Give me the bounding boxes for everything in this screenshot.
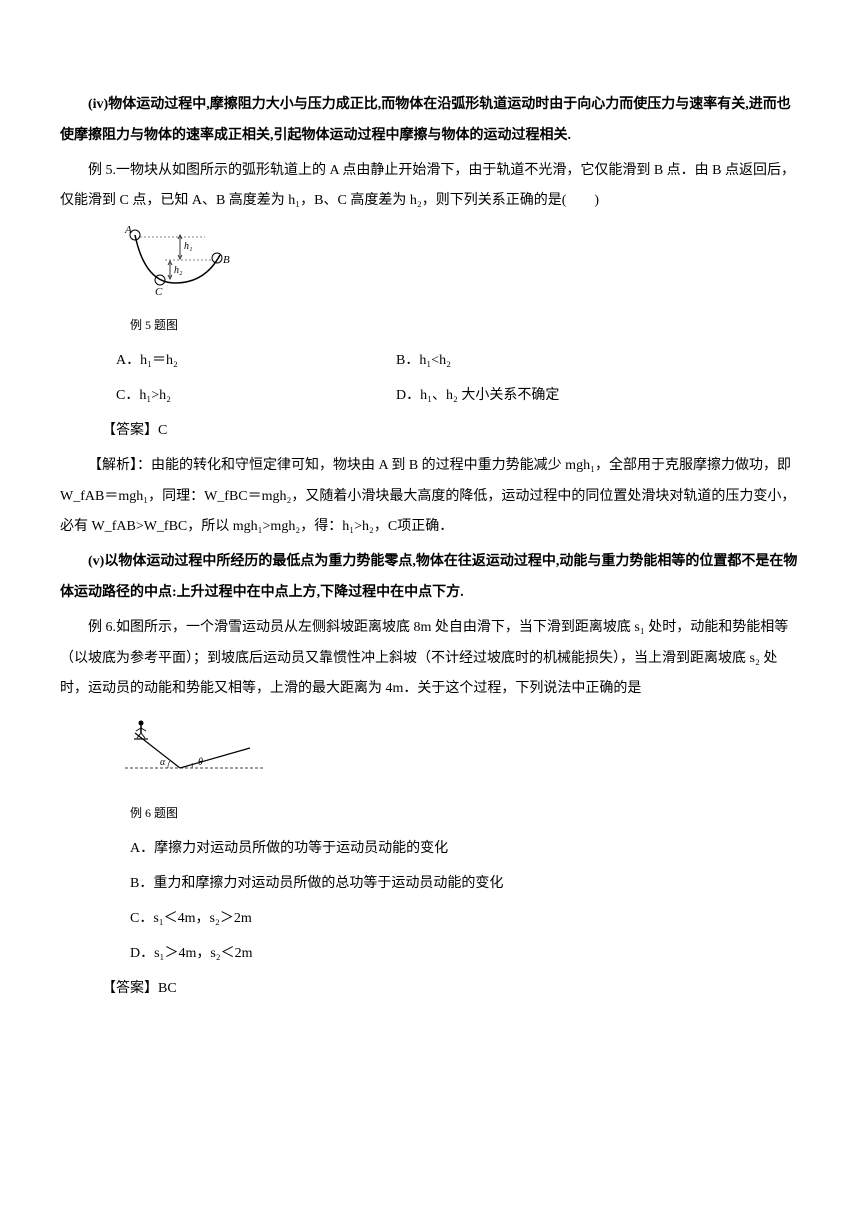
example5-text: 例 5.一物块从如图所示的弧形轨道上的 A 点由静止开始滑下，由于轨道不光滑，它… xyxy=(60,156,800,218)
example6-figure: α θ xyxy=(120,713,800,796)
svg-text:B: B xyxy=(223,254,230,266)
section-v-heading: (v)以物体运动过程中所经历的最低点为重力势能零点,物体在往返运动过程中,动能与… xyxy=(60,547,800,609)
example5-analysis: 【解析】：由能的转化和守恒定律可知，物块由 A 到 B 的过程中重力势能减少 m… xyxy=(60,451,800,543)
svg-text:h₂: h₂ xyxy=(174,265,183,276)
svg-text:θ: θ xyxy=(198,757,203,768)
answer-value: C xyxy=(158,423,167,438)
answer-label: 【答案】 xyxy=(102,423,158,438)
analysis-text: 由能的转化和守恒定律可知，物块由 A 到 B 的过程中重力势能减少 mgh₁，全… xyxy=(60,458,795,535)
example6-answer: 【答案】BC xyxy=(102,974,800,1005)
example6-option-d: D．s₁＞4m，s₂＜2m xyxy=(130,939,800,970)
example5-options-row2: C．h₁>h₂ D．h₁、h₂ 大小关系不确定 xyxy=(116,381,800,412)
example6-text: 例 6.如图所示，一个滑雪运动员从左侧斜坡距离坡底 8m 处自由滑下，当下滑到距… xyxy=(60,613,800,705)
example6-option-b: B．重力和摩擦力对运动员所做的总功等于运动员动能的变化 xyxy=(130,869,800,900)
section-iv-heading: (iv)物体运动过程中,摩擦阻力大小与压力成正比,而物体在沿弧形轨道运动时由于向… xyxy=(60,90,800,152)
example6-option-a: A．摩擦力对运动员所做的功等于运动员动能的变化 xyxy=(130,834,800,865)
svg-text:h₁: h₁ xyxy=(184,241,192,252)
example5-body: 一物块从如图所示的弧形轨道上的 A 点由静止开始滑下，由于轨道不光滑，它仅能滑到… xyxy=(60,163,795,209)
example5-options-row1: A．h₁＝h₂ B．h₁<h₂ xyxy=(116,346,800,377)
example5-option-b: B．h₁<h₂ xyxy=(396,346,800,377)
example6-body: 如图所示，一个滑雪运动员从左侧斜坡距离坡底 8m 处自由滑下，当下滑到距离坡底 … xyxy=(60,620,788,697)
example5-option-d: D．h₁、h₂ 大小关系不确定 xyxy=(396,381,800,412)
example5-option-c: C．h₁>h₂ xyxy=(116,381,396,412)
example5-option-a: A．h₁＝h₂ xyxy=(116,346,396,377)
example5-figure: A B C h₁ h₂ xyxy=(120,225,800,308)
answer-value-6: BC xyxy=(158,981,177,996)
svg-text:A: A xyxy=(124,225,132,236)
example6-label: 例 6. xyxy=(88,620,116,635)
arc-track-diagram: A B C h₁ h₂ xyxy=(120,225,240,295)
example5-label: 例 5. xyxy=(88,163,116,178)
answer-label-6: 【答案】 xyxy=(102,981,158,996)
ski-slope-diagram: α θ xyxy=(120,713,270,783)
example5-answer: 【答案】C xyxy=(102,416,800,447)
svg-text:C: C xyxy=(155,286,163,295)
svg-text:α: α xyxy=(160,757,166,768)
example5-figure-caption: 例 5 题图 xyxy=(130,312,800,338)
analysis-label: 【解析】： xyxy=(88,458,151,473)
example6-figure-caption: 例 6 题图 xyxy=(130,800,800,826)
example6-option-c: C．s₁＜4m，s₂＞2m xyxy=(130,904,800,935)
